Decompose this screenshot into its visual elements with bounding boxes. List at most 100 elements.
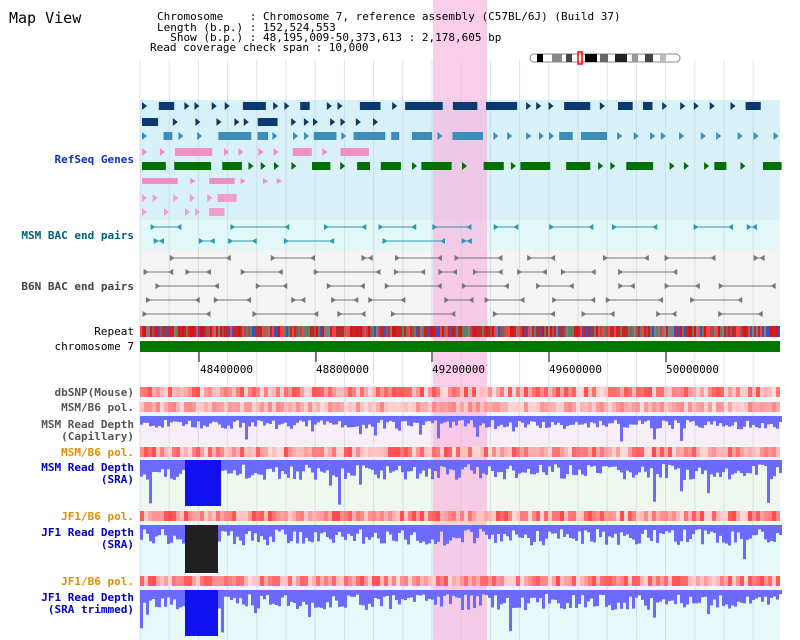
polymorphism-cell [456, 447, 460, 457]
repeat-segment [730, 326, 732, 337]
read-depth-bar [752, 525, 755, 536]
read-depth-bar [422, 460, 425, 471]
gene-arrow [704, 162, 710, 170]
polymorphism-cell [676, 402, 680, 412]
read-depth-bar [155, 416, 158, 428]
gene-block [485, 102, 518, 110]
polymorphism-cell [460, 387, 464, 397]
polymorphism-cell [368, 402, 372, 412]
polymorphism-cell [624, 576, 628, 586]
repeat-segment [412, 326, 414, 337]
read-depth-bar [686, 460, 689, 470]
read-depth-bar [668, 525, 671, 533]
read-depth-bar [440, 590, 443, 607]
repeat-segment [182, 326, 184, 337]
repeat-segment [564, 326, 566, 337]
read-depth-bar [662, 416, 665, 421]
polymorphism-cell [356, 511, 360, 521]
track-label-msm-bac[interactable]: MSM BAC end pairs [21, 229, 134, 242]
polymorphism-cell [300, 447, 304, 457]
polymorphism-cell [364, 447, 368, 457]
polymorphism-cell [352, 387, 356, 397]
polymorphism-cell [140, 576, 144, 586]
repeat-segment [688, 326, 690, 337]
read-depth-bar [743, 460, 746, 476]
polymorphism-cell [560, 576, 564, 586]
read-depth-bar [509, 460, 512, 466]
bac-end-marker [444, 297, 450, 303]
repeat-segment [308, 326, 310, 337]
polymorphism-cell [152, 402, 156, 412]
read-depth-bar [296, 416, 299, 423]
read-depth-bar [248, 525, 251, 532]
read-depth-bar [419, 460, 422, 474]
track-label-b6n-bac[interactable]: B6N BAC end pairs [21, 280, 134, 293]
repeat-segment [224, 326, 226, 337]
polymorphism-cell [204, 447, 208, 457]
read-depth-bar [464, 590, 467, 595]
read-depth-bar [440, 525, 443, 532]
polymorphism-cell [628, 387, 632, 397]
ideogram-band [566, 54, 572, 62]
polymorphism-cell [428, 387, 432, 397]
read-depth-bar [299, 416, 302, 421]
gene-block [257, 132, 269, 140]
bac-end-marker [313, 269, 319, 275]
polymorphism-cell [696, 387, 700, 397]
repeat-segment [642, 326, 644, 337]
read-depth-bar [191, 460, 194, 506]
read-depth-bar [533, 590, 536, 598]
read-depth-bar [602, 590, 605, 595]
read-depth-bar [776, 460, 779, 468]
read-depth-bar [443, 590, 446, 596]
repeat-segment [220, 326, 222, 337]
read-depth-bar [635, 590, 638, 598]
polymorphism-cell [176, 447, 180, 457]
polymorphism-cell [472, 402, 476, 412]
polymorphism-cell [728, 447, 732, 457]
bac-end-marker [751, 224, 757, 230]
polymorphism-cell [724, 576, 728, 586]
read-depth-bar [218, 460, 221, 506]
read-depth-bar [191, 590, 194, 636]
repeat-segment [662, 326, 664, 337]
polymorphism-cell [360, 511, 364, 521]
polymorphism-cell [568, 576, 572, 586]
read-depth-bar [572, 590, 575, 596]
polymorphism-cell [436, 387, 440, 397]
polymorphism-cell [252, 511, 256, 521]
polymorphism-cell [544, 576, 548, 586]
polymorphism-cell [508, 447, 512, 457]
read-depth-bar [470, 590, 473, 596]
polymorphism-cell [380, 387, 384, 397]
bac-end-marker [368, 297, 374, 303]
polymorphism-cell [152, 576, 156, 586]
polymorphism-cell [616, 576, 620, 586]
polymorphism-cell [368, 511, 372, 521]
polymorphism-cell [376, 511, 380, 521]
track-label-refseq[interactable]: RefSeq Genes [54, 153, 134, 166]
read-depth-bar [689, 460, 692, 480]
read-depth-bar [197, 416, 200, 422]
read-depth-bar [413, 416, 416, 423]
read-depth-bar [278, 525, 281, 532]
read-depth-bar [638, 590, 641, 596]
read-depth-bar [392, 460, 395, 472]
read-depth-bar [638, 460, 641, 473]
polymorphism-cell [152, 447, 156, 457]
read-depth-bar [569, 590, 572, 608]
track-label-msm-depth-capillary: MSM Read Depth [41, 418, 134, 431]
polymorphism-cell [240, 576, 244, 586]
read-depth-bar [578, 590, 581, 604]
polymorphism-cell [696, 447, 700, 457]
bac-end-marker [618, 269, 624, 275]
polymorphism-cell [144, 511, 148, 521]
read-depth-bar [335, 460, 338, 478]
read-depth-bar [590, 525, 593, 542]
polymorphism-cell [244, 511, 248, 521]
read-depth-bar [506, 416, 509, 427]
repeat-segment [754, 326, 756, 337]
polymorphism-cell [664, 447, 668, 457]
read-depth-bar [620, 416, 623, 442]
